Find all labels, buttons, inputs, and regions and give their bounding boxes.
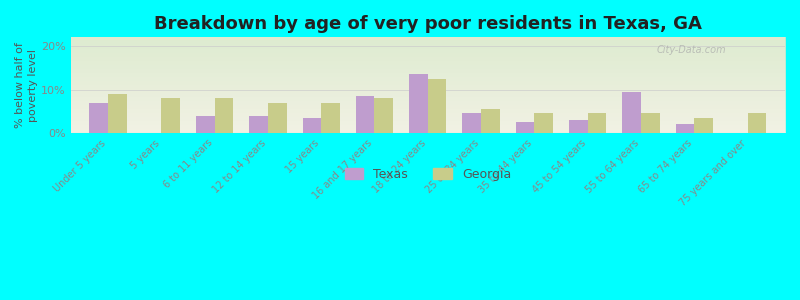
Bar [622,92,641,133]
Bar [516,122,534,133]
Bar [748,113,766,133]
Bar [409,74,428,133]
Bar [641,113,660,133]
Bar [162,98,180,133]
Bar [302,118,321,133]
Bar [569,120,588,133]
Bar [108,94,126,133]
Text: City-Data.com: City-Data.com [657,45,726,55]
Bar [694,118,713,133]
Bar [428,79,446,133]
Bar [462,113,481,133]
Bar [356,96,374,133]
Bar [249,116,268,133]
Legend: Texas, Georgia: Texas, Georgia [339,163,516,186]
Bar [321,103,340,133]
Bar [374,98,393,133]
Y-axis label: % below half of
poverty level: % below half of poverty level [15,42,38,128]
Title: Breakdown by age of very poor residents in Texas, GA: Breakdown by age of very poor residents … [154,15,702,33]
Bar [534,113,553,133]
Bar [676,124,694,133]
Bar [90,103,108,133]
Bar [481,109,500,133]
Bar [268,103,286,133]
Bar [196,116,214,133]
Bar [588,113,606,133]
Bar [214,98,233,133]
